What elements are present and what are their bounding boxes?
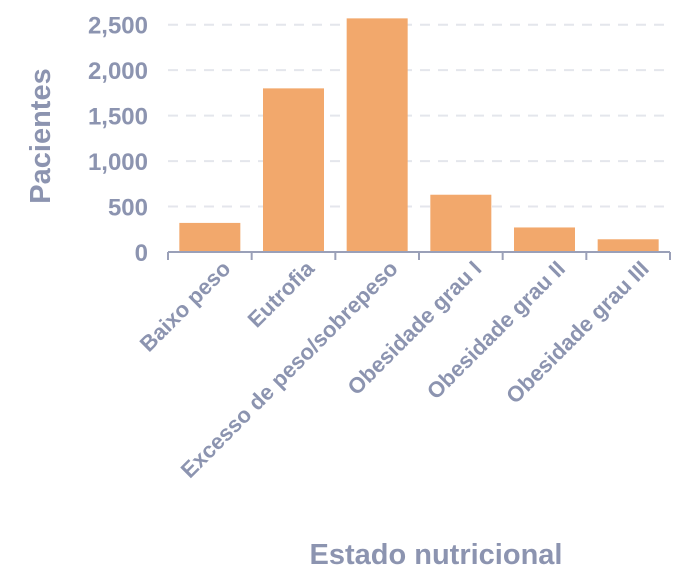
x-tick-label: Eutrofia (243, 255, 320, 332)
y-tick-label: 1,000 (88, 149, 148, 176)
y-tick-label: 2,000 (88, 58, 148, 85)
x-axis-title: Estado nutricional (310, 539, 563, 571)
bar (263, 88, 324, 252)
bars (179, 18, 659, 253)
y-axis-title: Pacientes (25, 68, 57, 203)
bar (514, 227, 575, 252)
y-tick-label: 500 (108, 195, 148, 222)
x-tick-label: Obesidade grau II (422, 256, 570, 404)
x-tick-label: Obesidade grau III (501, 256, 654, 409)
bar (346, 18, 408, 253)
x-axis (167, 251, 671, 260)
y-tick-labels: 0 500 1,000 1,500 2,000 2,500 (88, 13, 148, 267)
bar (430, 194, 492, 252)
bar (597, 239, 659, 252)
bar (179, 222, 241, 252)
y-tick-label: 2,500 (88, 13, 148, 40)
y-tick-label: 1,500 (88, 104, 148, 131)
x-tick-label: Baixo peso (135, 256, 236, 357)
y-tick-label: 0 (135, 240, 148, 267)
gridlines (168, 23, 670, 208)
